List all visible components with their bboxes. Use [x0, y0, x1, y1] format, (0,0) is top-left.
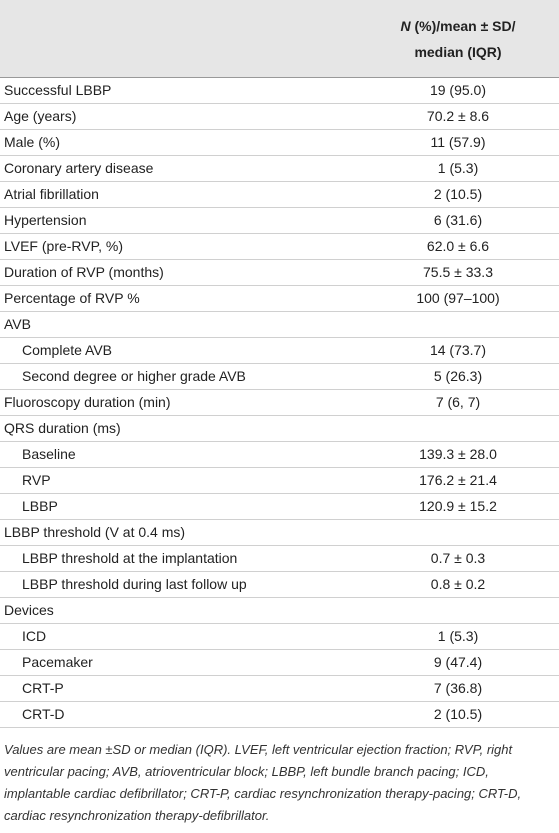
row-label: Hypertension	[4, 212, 87, 228]
row-value: 176.2 ± 21.4	[419, 472, 497, 488]
row-label: LVEF (pre-RVP, %)	[4, 238, 124, 254]
table-row: Devices	[0, 597, 559, 624]
row-label: CRT-D	[22, 706, 65, 722]
row-value: 2 (10.5)	[433, 706, 483, 722]
row-label: Duration of RVP (months)	[4, 264, 164, 280]
row-value: 19 (95.0)	[429, 82, 487, 98]
row-label: Pacemaker	[22, 654, 93, 670]
table-row: Second degree or higher grade AVB 5 (26.3…	[0, 363, 559, 390]
table-row: Fluoroscopy duration (min) 7 (6, 7)	[0, 389, 559, 416]
row-label: CRT-P	[22, 680, 64, 696]
row-value: 7 (36.8)	[433, 680, 483, 696]
header-line: median (IQR)	[414, 44, 502, 60]
row-label: LBBP	[22, 498, 58, 514]
table-row: ICD 1 (5.3)	[0, 623, 559, 650]
table-row: RVP 176.2 ± 21.4	[0, 467, 559, 494]
row-label: ICD	[22, 628, 47, 644]
row-value: 70.2 ± 8.6	[426, 108, 490, 124]
table-row: LBBP threshold during last follow up 0.8 …	[0, 571, 559, 598]
row-value: 2 (10.5)	[433, 186, 483, 202]
row-label: QRS duration (ms)	[4, 420, 121, 436]
row-value: 120.9 ± 15.2	[419, 498, 497, 514]
table-row: Duration of RVP (months) 75.5 ± 33.3	[0, 259, 559, 286]
table-row: LVEF (pre-RVP, %) 62.0 ± 6.6	[0, 233, 559, 260]
row-value: 14 (73.7)	[429, 342, 487, 358]
row-label: LBBP threshold at the implantation	[22, 550, 238, 566]
row-value: 100 (97–100)	[416, 290, 500, 306]
table-row: Age (years) 70.2 ± 8.6	[0, 103, 559, 130]
row-value: 1 (5.3)	[437, 160, 479, 176]
header-text: (%)/mean ± SD/	[410, 18, 516, 34]
table-row: Successful LBBP 19 (95.0)	[0, 77, 559, 104]
row-label: Fluoroscopy duration (min)	[4, 394, 171, 410]
row-value: 7 (6, 7)	[435, 394, 481, 410]
header-line: N (%)/mean ± SD/	[358, 13, 558, 39]
row-value: 9 (47.4)	[433, 654, 483, 670]
table-row: LBBP threshold at the implantation 0.7 ± …	[0, 545, 559, 572]
table-row: Complete AVB 14 (73.7)	[0, 337, 559, 364]
row-value: 0.8 ± 0.2	[430, 576, 486, 592]
table-row: Male (%) 11 (57.9)	[0, 129, 559, 156]
row-label: Second degree or higher grade AVB	[22, 368, 246, 384]
table-row: CRT-D 2 (10.5)	[0, 701, 559, 728]
row-label: Coronary artery disease	[4, 160, 154, 176]
row-label: Baseline	[22, 446, 76, 462]
table-row: Baseline 139.3 ± 28.0	[0, 441, 559, 468]
row-value: 11 (57.9)	[430, 134, 486, 150]
row-label: Age (years)	[4, 108, 77, 124]
table-row: CRT-P 7 (36.8)	[0, 675, 559, 702]
row-value: 6 (31.6)	[433, 212, 483, 228]
table-header: N (%)/mean ± SD/ median (IQR)	[0, 0, 559, 78]
header-italic: N	[400, 18, 411, 34]
row-value: 62.0 ± 6.6	[426, 238, 490, 254]
row-label: LBBP threshold during last follow up	[22, 576, 247, 592]
column-header: N (%)/mean ± SD/ median (IQR)	[358, 13, 558, 65]
row-label: LBBP threshold (V at 0.4 ms)	[4, 524, 186, 540]
row-label: Successful LBBP	[4, 82, 112, 98]
row-label: Male (%)	[4, 134, 61, 150]
table-row: Pacemaker 9 (47.4)	[0, 649, 559, 676]
table-row: AVB	[0, 311, 559, 338]
row-value: 75.5 ± 33.3	[423, 264, 493, 280]
table-row: Percentage of RVP % 100 (97–100)	[0, 285, 559, 312]
row-label: AVB	[4, 316, 31, 332]
row-label: Complete AVB	[22, 342, 113, 358]
row-value: 139.3 ± 28.0	[419, 446, 497, 462]
table-row: LBBP 120.9 ± 15.2	[0, 493, 559, 520]
footnote: Values are mean ±SD or median (IQR). LVE…	[4, 742, 522, 823]
table-row: Atrial fibrillation 2 (10.5)	[0, 181, 559, 208]
row-label: Devices	[4, 602, 54, 618]
row-label: Atrial fibrillation	[4, 186, 99, 202]
table-row: Hypertension 6 (31.6)	[0, 207, 559, 234]
table-row: QRS duration (ms)	[0, 415, 559, 442]
table-row: Coronary artery disease 1 (5.3)	[0, 155, 559, 182]
row-label: RVP	[22, 472, 51, 488]
row-value: 1 (5.3)	[437, 628, 479, 644]
row-label: Percentage of RVP %	[4, 290, 140, 306]
row-value: 0.7 ± 0.3	[430, 550, 486, 566]
row-value: 5 (26.3)	[433, 368, 483, 384]
table-row: LBBP threshold (V at 0.4 ms)	[0, 519, 559, 546]
